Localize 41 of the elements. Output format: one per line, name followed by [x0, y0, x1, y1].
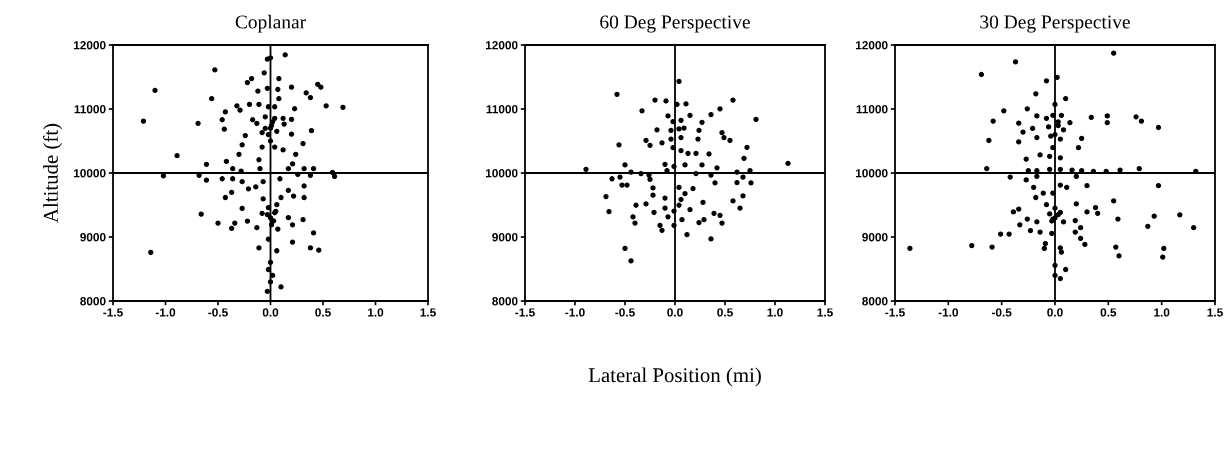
x-tick-label: 1.5: [420, 308, 436, 317]
x-tick-label: -1.0: [938, 308, 959, 317]
y-tick-label: 11000: [74, 105, 106, 114]
x-tick-label: -1.0: [565, 308, 585, 317]
x-tick-label: 0.5: [315, 308, 331, 317]
y-tick-label: 9000: [492, 233, 518, 242]
x-tick-label: -0.5: [615, 308, 635, 317]
x-tick-label: 1.0: [767, 308, 783, 317]
x-tick-label: -0.5: [991, 308, 1012, 317]
y-tick-label: 11000: [856, 105, 888, 114]
x-tick-label: -1.5: [103, 308, 123, 317]
x-tick-label: 0.0: [262, 308, 279, 317]
y-tick-label: 10000: [855, 169, 888, 178]
x-tick-label: 1.0: [368, 308, 384, 317]
y-tick-label: 12000: [855, 41, 888, 50]
y-tick-label: 8000: [862, 297, 888, 306]
y-tick-label: 8000: [492, 297, 518, 306]
y-axis-title: Altitude (ft): [43, 123, 63, 223]
x-axis-title: Lateral Position (mi): [588, 367, 761, 387]
x-tick-label: -1.5: [515, 308, 535, 317]
chart-title: Coplanar: [235, 14, 306, 33]
x-tick-label: -1.5: [885, 308, 905, 317]
x-tick-label: 1.5: [1207, 308, 1223, 317]
chart-title: 30 Deg Perspective: [980, 15, 1130, 33]
y-tick-label: 10000: [73, 169, 106, 178]
x-tick-label: 1.0: [1154, 308, 1170, 317]
x-tick-label: 0.5: [717, 308, 733, 317]
y-tick-label: 9000: [80, 233, 106, 242]
x-tick-label: 0.0: [667, 308, 683, 317]
x-tick-label: -0.5: [208, 308, 228, 317]
y-tick-label: 11000: [486, 105, 518, 114]
y-tick-label: 12000: [73, 41, 106, 50]
y-tick-label: 10000: [485, 169, 518, 178]
chart-title: 60 Deg Perspective: [600, 15, 750, 33]
x-tick-label: 0.5: [1100, 308, 1117, 317]
x-tick-label: 0.0: [1047, 308, 1063, 317]
x-tick-label: -1.0: [155, 308, 176, 317]
y-tick-label: 8000: [80, 297, 106, 306]
y-tick-label: 9000: [862, 233, 888, 242]
y-tick-label: 12000: [485, 41, 518, 50]
x-tick-label: 1.5: [817, 308, 833, 317]
